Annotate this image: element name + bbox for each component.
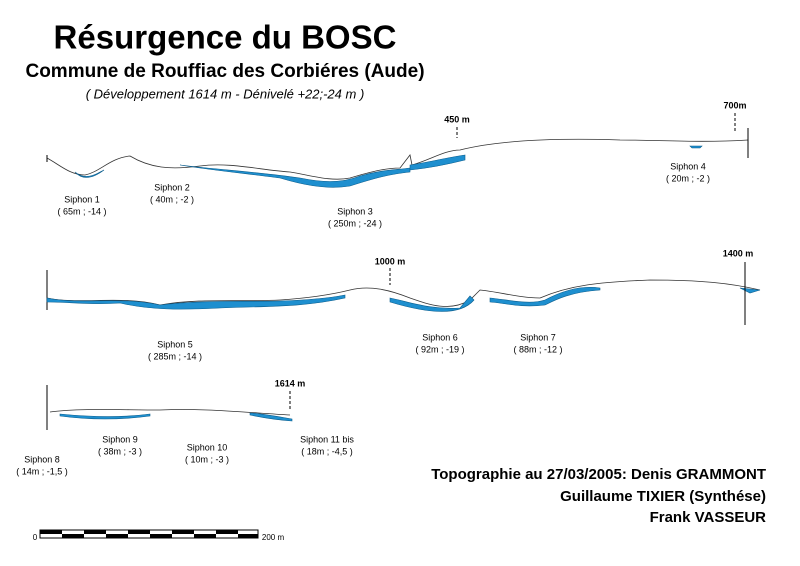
- siphon-name: Siphon 5: [157, 339, 193, 349]
- title: Résurgence du BOSC: [54, 19, 397, 56]
- profile-2: [46, 262, 761, 325]
- siphon-name: Siphon 7: [520, 332, 556, 342]
- siphon-info: ( 10m ; -3 ): [185, 454, 229, 464]
- marker: 700m: [723, 100, 746, 110]
- siphon-name: Siphon 3: [337, 206, 373, 216]
- siphon-name: Siphon 8: [24, 454, 60, 464]
- siphon-info: ( 18m ; -4,5 ): [301, 446, 353, 456]
- credit: Topographie au 27/03/2005: Denis GRAMMON…: [431, 466, 766, 483]
- marker: 1614 m: [275, 378, 306, 388]
- siphon-info: ( 40m ; -2 ): [150, 194, 194, 204]
- siphon-name: Siphon 11 bis: [300, 434, 354, 444]
- credit: Guillaume TIXIER (Synthése): [560, 488, 766, 505]
- siphon-name: Siphon 2: [154, 182, 190, 192]
- profile-3: [46, 385, 293, 430]
- marker: 1000 m: [375, 256, 406, 266]
- siphon-info: ( 14m ; -1,5 ): [16, 466, 68, 476]
- siphon-name: Siphon 10: [187, 442, 228, 452]
- details: ( Développement 1614 m - Dénivelé +22;-2…: [86, 86, 365, 101]
- scale-label: 0: [33, 533, 38, 542]
- profile-1: [46, 113, 749, 188]
- siphon-info: ( 20m ; -2 ): [666, 173, 710, 183]
- marker: 450 m: [444, 114, 470, 124]
- siphon-name: Siphon 9: [102, 434, 138, 444]
- credit: Frank VASSEUR: [650, 509, 767, 526]
- siphon-info: ( 38m ; -3 ): [98, 446, 142, 456]
- siphon-name: Siphon 1: [64, 194, 100, 204]
- subtitle: Commune de Rouffiac des Corbiéres (Aude): [25, 61, 424, 82]
- scale-label: 200 m: [262, 533, 285, 542]
- siphon-info: ( 88m ; -12 ): [513, 344, 562, 354]
- siphon-name: Siphon 4: [670, 161, 706, 171]
- siphon-info: ( 250m ; -24 ): [328, 218, 382, 228]
- siphon-info: ( 65m ; -14 ): [57, 206, 106, 216]
- marker: 1400 m: [723, 248, 754, 258]
- siphon-info: ( 92m ; -19 ): [415, 344, 464, 354]
- scale-bar: [39, 529, 259, 539]
- siphon-info: ( 285m ; -14 ): [148, 351, 202, 361]
- siphon-name: Siphon 6: [422, 332, 458, 342]
